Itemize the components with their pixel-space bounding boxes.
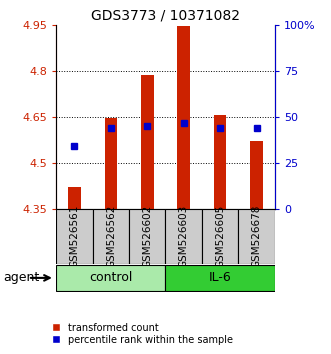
Bar xyxy=(166,209,202,264)
Bar xyxy=(56,209,93,264)
Bar xyxy=(214,115,226,209)
Bar xyxy=(177,26,190,209)
Text: GSM526678: GSM526678 xyxy=(252,205,261,268)
Text: control: control xyxy=(89,272,133,284)
Bar xyxy=(68,187,81,209)
Bar xyxy=(93,209,129,264)
Text: GSM526602: GSM526602 xyxy=(142,205,152,268)
Text: GSM526603: GSM526603 xyxy=(179,205,189,268)
Bar xyxy=(141,75,154,209)
Text: GSM526562: GSM526562 xyxy=(106,205,116,268)
Bar xyxy=(105,118,117,209)
Text: GSM526561: GSM526561 xyxy=(70,205,79,268)
Bar xyxy=(250,141,263,209)
Bar xyxy=(129,209,166,264)
Title: GDS3773 / 10371082: GDS3773 / 10371082 xyxy=(91,8,240,22)
Bar xyxy=(56,265,166,291)
Text: GSM526605: GSM526605 xyxy=(215,205,225,268)
Bar xyxy=(202,209,238,264)
Bar xyxy=(166,265,275,291)
Bar xyxy=(238,209,275,264)
Text: IL-6: IL-6 xyxy=(209,272,231,284)
Text: agent: agent xyxy=(3,272,40,284)
Legend: transformed count, percentile rank within the sample: transformed count, percentile rank withi… xyxy=(51,322,234,346)
